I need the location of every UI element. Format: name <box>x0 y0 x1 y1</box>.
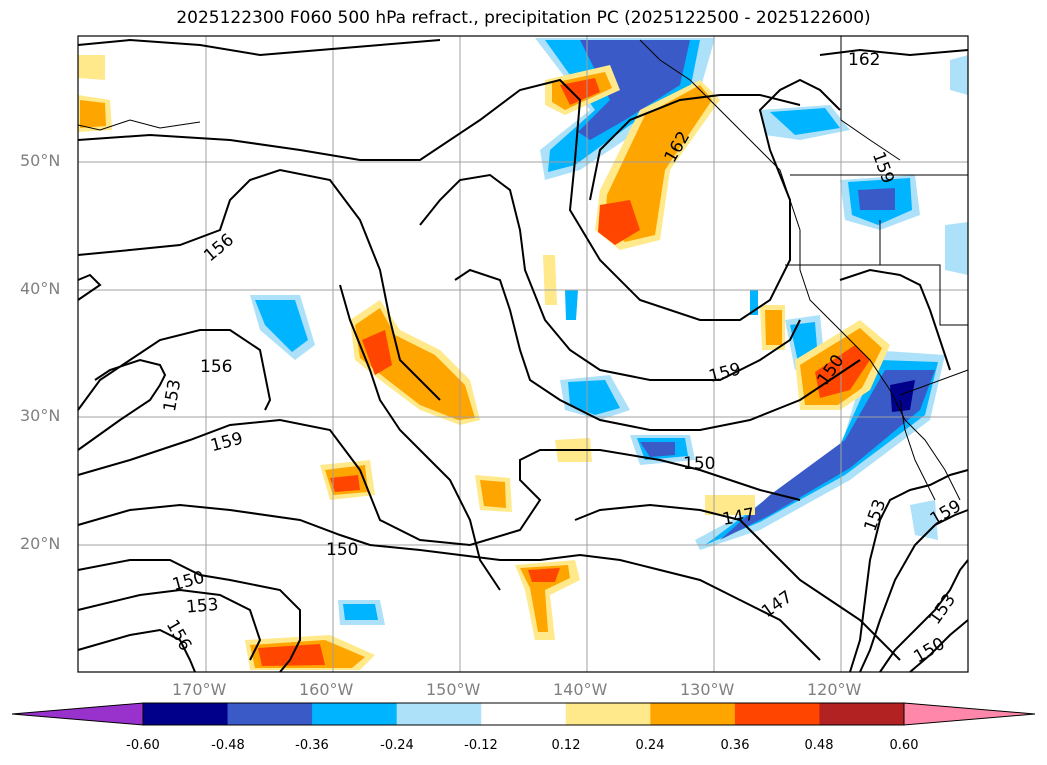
colorbar-block <box>819 703 905 725</box>
contour-label: 150 <box>170 568 207 596</box>
lat-label: 40°N <box>20 279 61 298</box>
colorbar-tick-label: 0.24 <box>635 738 665 753</box>
colorbar-tick-label: 0.12 <box>551 738 581 753</box>
colorbar-tick-label: 0.36 <box>720 738 750 753</box>
lon-label: 140°W <box>553 680 608 699</box>
colorbar-block <box>396 703 482 725</box>
gridlines <box>78 36 968 672</box>
colorbar-block <box>734 703 820 725</box>
contour-label: 150 <box>683 454 715 474</box>
colorbar-tick-label: 0.60 <box>889 738 919 753</box>
lat-label: 50°N <box>20 151 61 170</box>
colorbar-left-extend <box>11 702 144 726</box>
colorbar-block <box>143 703 229 725</box>
lon-label: 150°W <box>426 680 481 699</box>
colorbar-block <box>565 703 651 725</box>
contour-label: 159 <box>707 359 744 387</box>
colorbar-tick-label: -0.12 <box>464 738 498 753</box>
refractivity-contours <box>77 38 969 673</box>
colorbar-block <box>227 703 313 725</box>
contour-label: 150 <box>326 540 358 560</box>
colorbar <box>11 702 1036 726</box>
colorbar-tick-label: -0.60 <box>126 738 160 753</box>
colorbar-right-extend <box>903 702 1036 726</box>
contour-label: 153 <box>160 378 185 413</box>
lon-label: 130°W <box>680 680 735 699</box>
contour-label: 150 <box>910 634 948 668</box>
lon-label: 160°W <box>299 680 354 699</box>
contour-label: 153 <box>925 590 960 628</box>
contour-label: 147 <box>758 587 796 622</box>
coastlines <box>77 36 969 501</box>
contour-label: 153 <box>185 595 219 618</box>
colorbar-block <box>481 703 567 725</box>
map-frame <box>77 35 969 673</box>
lon-label: 120°W <box>807 680 862 699</box>
lat-label: 20°N <box>20 534 61 553</box>
lon-label: 170°W <box>172 680 227 699</box>
colorbar-block <box>650 703 736 725</box>
contour-label: 153 <box>861 497 891 534</box>
contour-label: 156 <box>162 616 196 654</box>
colorbar-tick-label: -0.24 <box>380 738 414 753</box>
colorbar-tick-label: 0.48 <box>804 738 834 753</box>
colorbar-tick-label: -0.48 <box>211 738 245 753</box>
contour-label: 159 <box>209 429 246 457</box>
contour-label: 162 <box>848 50 880 70</box>
precip-fills <box>78 38 968 670</box>
map-title: 2025122300 F060 500 hPa refract., precip… <box>176 8 871 28</box>
colorbar-block <box>312 703 398 725</box>
colorbar-tick-label: -0.36 <box>295 738 329 753</box>
lat-label: 30°N <box>20 406 61 425</box>
contour-label: 156 <box>200 357 232 377</box>
